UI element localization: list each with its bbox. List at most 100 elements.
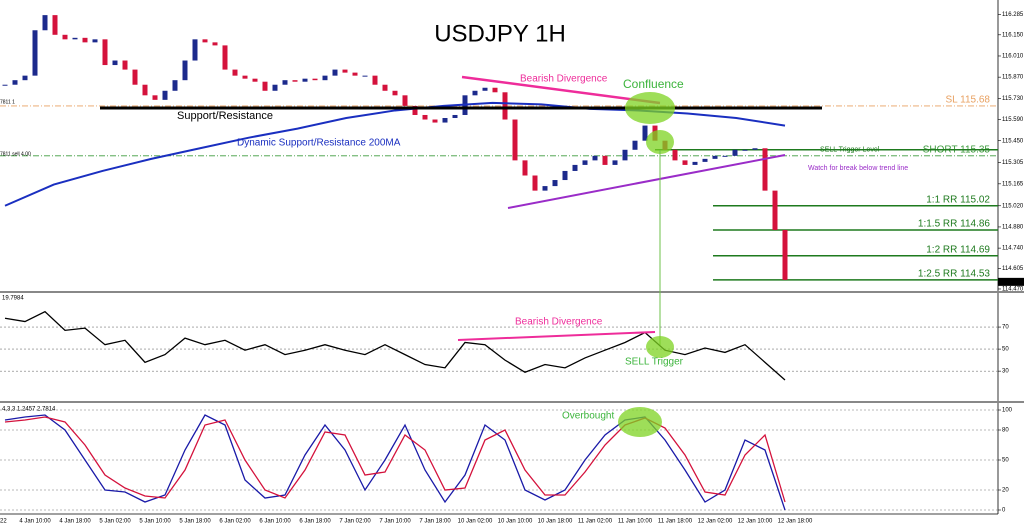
level-label: SELL Trigger Level [820, 147, 880, 154]
y-tick-label: 0 [1002, 508, 1006, 514]
candle [412, 105, 418, 115]
candle [312, 78, 318, 81]
candle [252, 78, 258, 82]
x-tick-label: 12 Jan 02:00 [698, 519, 733, 525]
candle [202, 39, 208, 43]
trend-line [507, 154, 786, 209]
candle [712, 155, 718, 159]
level-label: 1:2.5 RR 114.53 [918, 269, 991, 280]
candle [632, 140, 638, 150]
y-tick-label: 114.880 [1002, 225, 1024, 231]
candle [422, 114, 428, 120]
candle [542, 186, 548, 191]
x-tick-label: 6 Jan 02:00 [219, 519, 251, 525]
y-tick-label: 50 [1002, 347, 1009, 353]
y-tick-label: 115.305 [1002, 160, 1024, 166]
candle [592, 155, 598, 161]
candle [302, 78, 308, 82]
y-tick-label: 100 [1002, 408, 1013, 414]
candle [132, 69, 138, 85]
y-tick-label: 116.150 [1002, 32, 1024, 38]
annotation: Watch for break below trend line [808, 165, 908, 172]
annotation: SELL Trigger [625, 357, 684, 368]
x-tick-label: 5 Jan 18:00 [179, 519, 211, 525]
candle [722, 155, 728, 157]
candle [282, 80, 288, 85]
y-tick-label: 115.870 [1002, 75, 1024, 81]
x-tick-label: 12 Jan 10:00 [738, 519, 773, 525]
y-tick-label: 115.450 [1002, 138, 1024, 144]
candle [772, 190, 778, 230]
overbought-circle [618, 407, 662, 437]
divergence-line [461, 75, 661, 105]
x-tick-label: 7 Jan 02:00 [339, 519, 371, 525]
candle [682, 160, 688, 165]
chart-title: USDJPY 1H [434, 20, 566, 47]
level-label: 1:2 RR 114.69 [926, 244, 990, 255]
panel-header: 19.7984 [2, 296, 24, 302]
candle [172, 80, 178, 91]
y-tick-label: 115.020 [1002, 203, 1024, 209]
x-tick-label: 5 Jan 02:00 [99, 519, 131, 525]
candle [262, 81, 268, 91]
candle [342, 69, 348, 73]
candle [292, 80, 298, 82]
y-tick-label: 115.590 [1002, 117, 1024, 123]
y-tick-label: 115.165 [1002, 181, 1024, 187]
candle [42, 15, 48, 31]
candle [382, 84, 388, 91]
candle [52, 15, 58, 35]
annotation: Dynamic Support/Resistance 200MA [237, 138, 401, 149]
order-label: 7811 1 [0, 99, 15, 105]
candle [12, 80, 18, 85]
last-price-box [998, 277, 1024, 286]
candle [782, 229, 788, 280]
candle [502, 92, 508, 120]
candle [742, 149, 748, 151]
candle [182, 60, 188, 81]
rsi-divergence-line [457, 331, 656, 341]
x-tick-label: 4 Jan 10:00 [19, 519, 51, 525]
candle [732, 149, 738, 156]
candle [372, 75, 378, 85]
candle [162, 90, 168, 100]
level-label: 1:1.5 RR 114.86 [918, 219, 991, 230]
candle [572, 164, 578, 171]
candle [362, 75, 368, 77]
candle [472, 90, 478, 96]
candle [512, 119, 518, 161]
x-tick-label: 22 [0, 519, 7, 525]
candle [122, 60, 128, 70]
candle [102, 39, 108, 66]
x-tick-label: 7 Jan 18:00 [419, 519, 451, 525]
candle [62, 34, 68, 40]
y-tick-label: 115.730 [1002, 96, 1024, 102]
candle [612, 160, 618, 165]
candle [32, 30, 38, 76]
annotation: Support/Resistance [177, 110, 273, 122]
x-tick-label: 4 Jan 18:00 [59, 519, 91, 525]
candle [622, 149, 628, 161]
candle [72, 37, 78, 40]
level-label: SL 115.68 [946, 95, 991, 106]
candle [552, 180, 558, 187]
candle [232, 69, 238, 76]
candle [702, 158, 708, 162]
annotation: Confluence [623, 77, 684, 91]
candle [272, 84, 278, 91]
y-tick-label: 114.605 [1002, 266, 1024, 272]
candle [672, 149, 678, 161]
y-tick-label: 114.740 [1002, 246, 1024, 252]
y-tick-label: 114.470 [1002, 287, 1024, 293]
candle [452, 114, 458, 119]
y-tick-label: 50 [1002, 458, 1009, 464]
candle [112, 60, 118, 66]
candle [402, 95, 408, 106]
trigger-circle [646, 130, 674, 154]
candle [522, 160, 528, 176]
y-tick-label: 70 [1002, 325, 1009, 331]
x-tick-label: 10 Jan 10:00 [498, 519, 533, 525]
candle [642, 125, 648, 141]
annotation: Bearish Divergence [520, 74, 608, 85]
y-tick-label: 30 [1002, 369, 1009, 375]
